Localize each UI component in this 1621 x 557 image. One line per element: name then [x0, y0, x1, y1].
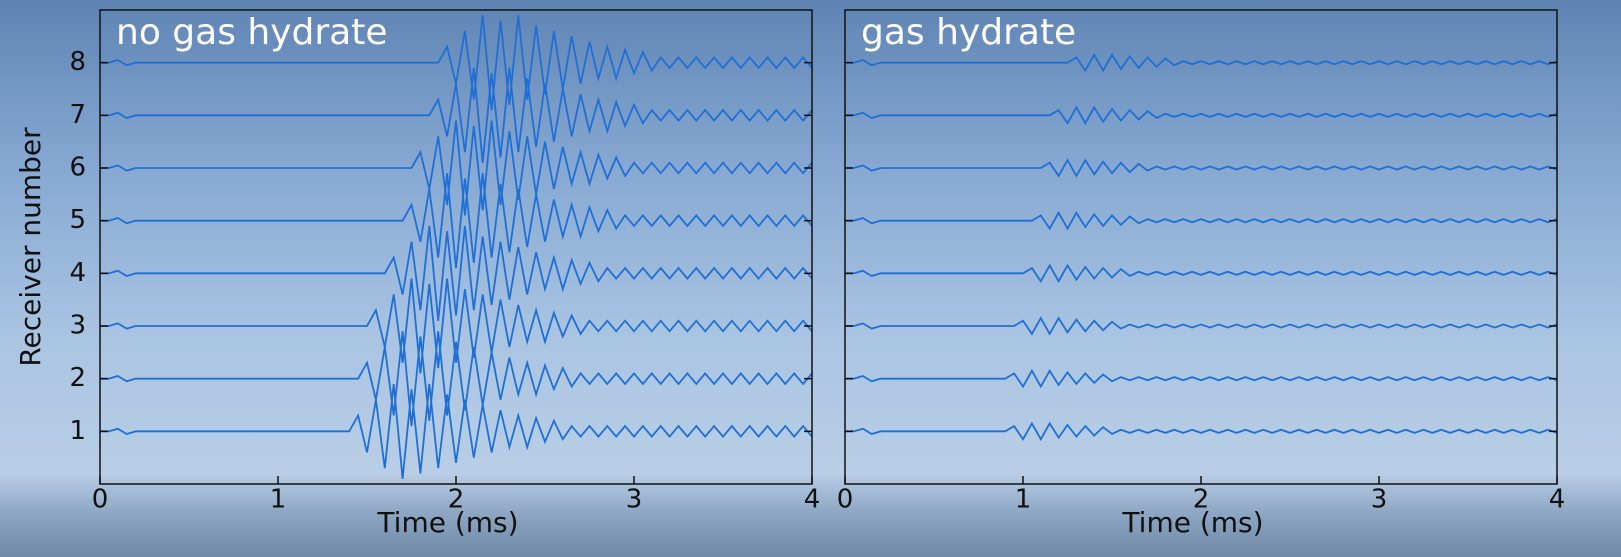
x-tick-label: 1 [270, 485, 287, 515]
trace-line [100, 173, 812, 269]
trace-line [100, 278, 812, 374]
panel-title: gas hydrate [861, 12, 1076, 53]
trace-line [100, 383, 812, 479]
trace-line [845, 105, 1557, 126]
y-tick-label: 8 [69, 47, 86, 77]
y-tick-label: 6 [69, 153, 86, 183]
x-tick-label: 2 [448, 485, 465, 515]
trace-line [845, 52, 1557, 73]
trace-line [845, 158, 1557, 178]
y-tick-label: 7 [69, 100, 86, 130]
x-tick-label: 3 [626, 485, 643, 515]
y-tick-label: 4 [69, 258, 86, 288]
x-tick-label: 4 [1549, 485, 1566, 515]
trace-line [845, 421, 1557, 442]
y-axis-label: Receiver number [14, 127, 47, 367]
x-axis-label: Time (ms) [376, 506, 518, 539]
plot-frame [844, 9, 1558, 485]
trace-line [845, 368, 1557, 389]
plot-area [100, 15, 812, 479]
x-tick-label: 1 [1015, 485, 1032, 515]
y-tick-label: 1 [69, 416, 86, 446]
y-tick-label: 3 [69, 311, 86, 341]
trace-line [100, 15, 812, 111]
trace-line [100, 331, 812, 427]
x-tick-label: 4 [804, 485, 821, 515]
x-tick-label: 0 [837, 485, 854, 515]
plot-area [845, 52, 1557, 442]
y-tick-label: 5 [69, 205, 86, 235]
x-tick-label: 3 [1371, 485, 1388, 515]
trace-line [100, 225, 812, 321]
x-tick-label: 2 [1193, 485, 1210, 515]
trace-line [845, 316, 1557, 336]
y-tick-label: 2 [69, 363, 86, 393]
trace-line [845, 210, 1557, 231]
trace-line [100, 120, 812, 216]
x-axis-label: Time (ms) [1121, 506, 1263, 539]
x-tick-label: 0 [92, 485, 109, 515]
trace-line [845, 263, 1557, 284]
panel-title: no gas hydrate [116, 12, 388, 53]
